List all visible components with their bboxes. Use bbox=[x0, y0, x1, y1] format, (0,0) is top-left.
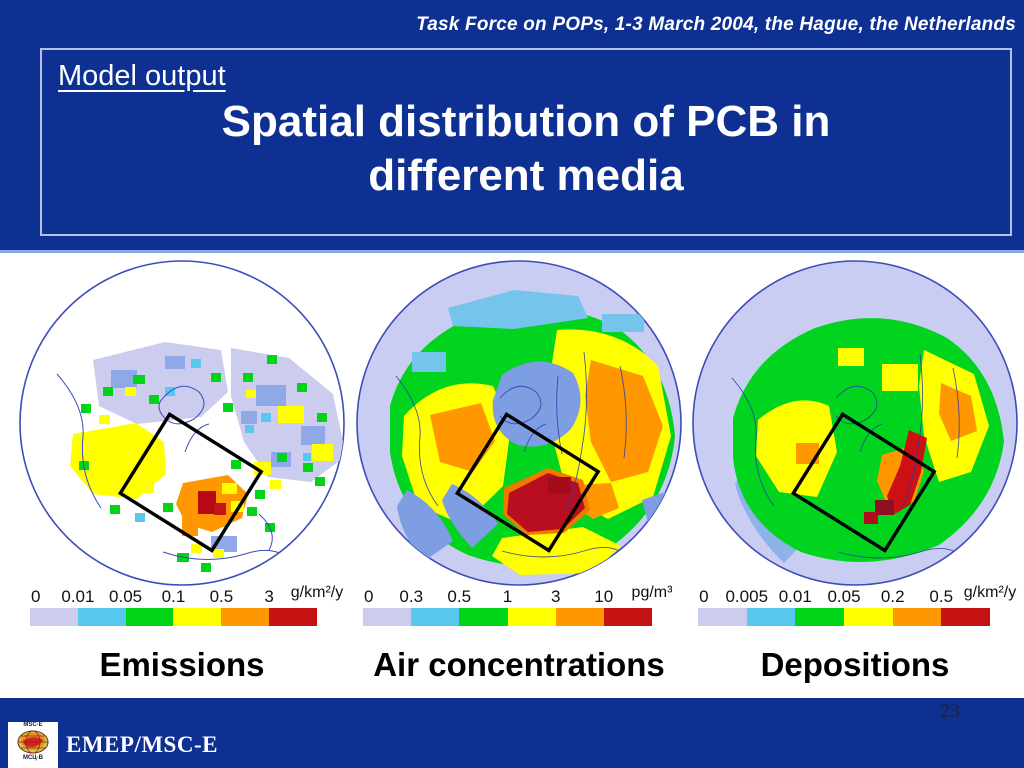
slide-title-line1: Spatial distribution of PCB in bbox=[221, 97, 831, 146]
legend-unit: g/km²/y bbox=[963, 584, 1017, 601]
legend-color-segment bbox=[77, 608, 126, 626]
legend-tick-label: 0.5 bbox=[447, 587, 472, 606]
air-concentrations-globe-map bbox=[356, 260, 682, 586]
slide-subtitle: Model output bbox=[58, 60, 226, 92]
slide-title-line2: different media bbox=[368, 150, 684, 200]
legend-air-concentrations: 0 0.3 0.5 1 3 10 pg/m³ bbox=[363, 584, 672, 628]
legend-tick-label: 0.5 bbox=[929, 587, 954, 606]
legend-color-segment bbox=[221, 608, 270, 626]
legend-color-segment bbox=[795, 608, 845, 626]
legend-color-segment bbox=[125, 608, 174, 626]
legend-color-segment bbox=[30, 608, 78, 626]
slide-title: Spatial distribution of PCB in different… bbox=[42, 95, 1010, 202]
legend-tick-label: 0.3 bbox=[399, 587, 424, 606]
legend-color-segment bbox=[941, 608, 991, 626]
legend-depositions: 0 0.005 0.01 0.05 0.2 0.5 g/km²/y bbox=[698, 584, 1016, 628]
legend-tick-label: 3 bbox=[551, 587, 561, 606]
legend-color-segment bbox=[892, 608, 942, 626]
domain-boundary-box bbox=[790, 412, 937, 553]
org-name: EMEP/MSC-E bbox=[66, 732, 218, 757]
legend-color-segment bbox=[844, 608, 893, 626]
legend-color-segment bbox=[411, 608, 460, 626]
emep-logo: MSC-E МСЦ-В bbox=[8, 722, 58, 768]
legend-color-segment bbox=[173, 608, 222, 626]
legend-color-segment bbox=[459, 608, 508, 626]
legend-colorbar bbox=[363, 608, 653, 626]
legend-tick-row: 0 0.01 0.05 0.1 0.5 3 g/km²/y bbox=[30, 584, 343, 608]
page-number: 23 bbox=[940, 700, 960, 722]
coastlines bbox=[731, 353, 967, 561]
caption-air-concentrations: Air concentrations bbox=[373, 646, 665, 683]
legend-tick-label: 0 bbox=[699, 587, 709, 606]
legend-tick-label: 0.5 bbox=[209, 587, 234, 606]
caption-depositions: Depositions bbox=[760, 646, 950, 683]
conference-title: Task Force on POPs, 1-3 March 2004, the … bbox=[416, 14, 1016, 35]
legend-tick-label: 0.05 bbox=[109, 587, 143, 606]
title-box: Model output Spatial distribution of PCB… bbox=[40, 48, 1012, 236]
legend-color-segment bbox=[698, 608, 747, 626]
legend-tick-row: 0 0.005 0.01 0.05 0.2 0.5 g/km²/y bbox=[698, 584, 1016, 608]
caption-emissions: Emissions bbox=[99, 646, 265, 683]
legend-tick-label: 0.01 bbox=[61, 587, 95, 606]
legend-tick-label: 10 bbox=[594, 587, 614, 606]
legend-color-segment bbox=[507, 608, 556, 626]
legend-unit: pg/m³ bbox=[631, 584, 673, 601]
legend-unit: g/km²/y bbox=[290, 584, 344, 601]
legend-tick-label: 3 bbox=[264, 587, 274, 606]
map-depositions bbox=[688, 256, 1022, 590]
domain-boundary-box bbox=[454, 412, 601, 553]
footer-bar: 23 MSC-E МСЦ-В EMEP/MSC-E bbox=[0, 698, 1024, 768]
legend-tick-label: 0.01 bbox=[778, 587, 812, 606]
map-emissions bbox=[15, 256, 349, 590]
legend-colorbar bbox=[30, 608, 317, 626]
legend-tick-label: 1 bbox=[502, 587, 513, 606]
legend-colorbar bbox=[698, 608, 991, 626]
legend-tick-label: 0 bbox=[31, 587, 41, 606]
legend-color-segment bbox=[363, 608, 412, 626]
logo-text-bottom: МСЦ-В bbox=[22, 755, 44, 761]
depositions-globe-map bbox=[692, 260, 1018, 586]
deposition-field bbox=[731, 318, 1004, 563]
legend-tick-label: 0.005 bbox=[725, 587, 769, 606]
legend-tick-label: 0.2 bbox=[880, 587, 905, 606]
globe-icon bbox=[17, 730, 49, 754]
legend-tick-row: 0 0.3 0.5 1 3 10 pg/m³ bbox=[363, 584, 672, 608]
legend-emissions: 0 0.01 0.05 0.1 0.5 3 g/km²/y bbox=[30, 584, 343, 628]
emissions-globe-map bbox=[19, 260, 345, 586]
legend-tick-label: 0 bbox=[364, 587, 374, 606]
emissions-data-cells bbox=[56, 342, 344, 572]
legend-color-segment bbox=[269, 608, 317, 626]
domain-boundary-box bbox=[117, 412, 264, 553]
air-concentration-field bbox=[390, 290, 675, 575]
legend-tick-label: 0.1 bbox=[161, 587, 186, 606]
map-air-concentrations bbox=[352, 256, 686, 590]
header-bar: Task Force on POPs, 1-3 March 2004, the … bbox=[0, 0, 1024, 253]
legend-color-segment bbox=[555, 608, 604, 626]
legend-tick-label: 0.05 bbox=[827, 587, 861, 606]
legend-color-segment bbox=[746, 608, 796, 626]
logo-text-top: MSC-E bbox=[23, 722, 43, 728]
legend-color-segment bbox=[603, 608, 653, 626]
